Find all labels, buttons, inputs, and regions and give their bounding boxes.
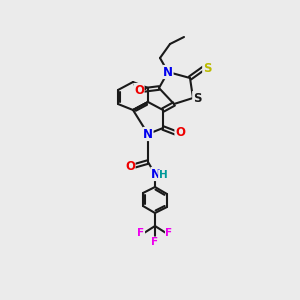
Text: N: N xyxy=(143,128,153,140)
Text: N: N xyxy=(163,65,173,79)
Text: N: N xyxy=(151,167,161,181)
Text: F: F xyxy=(137,228,145,238)
Text: F: F xyxy=(165,228,172,238)
Text: F: F xyxy=(152,237,159,247)
Text: S: S xyxy=(203,61,211,74)
Text: S: S xyxy=(193,92,201,104)
Text: O: O xyxy=(125,160,135,172)
Text: O: O xyxy=(134,83,144,97)
Text: O: O xyxy=(175,127,185,140)
Text: H: H xyxy=(159,170,167,180)
